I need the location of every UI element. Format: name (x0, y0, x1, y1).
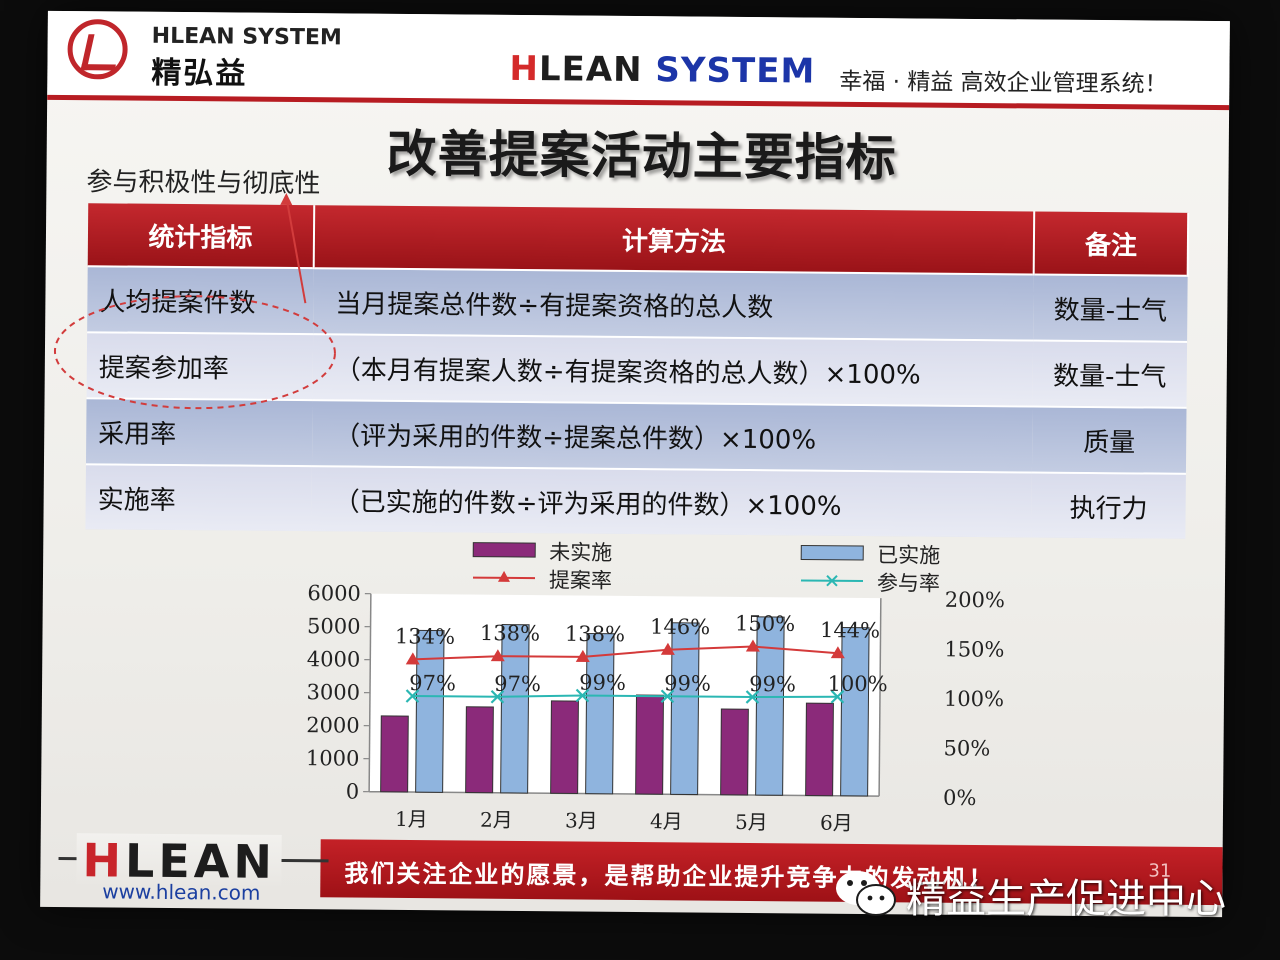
marker-提案率 (745, 639, 760, 652)
bar-未实施 (635, 694, 664, 795)
y-right-tick-label: 100% (944, 687, 1004, 712)
y-left-tick-label: 2000 (306, 713, 360, 737)
line-提案率 (412, 645, 838, 661)
y-axis-right (878, 598, 882, 797)
bar-已实施 (840, 627, 870, 797)
legend-marker-参与率 (826, 574, 838, 587)
marker-参与率 (405, 689, 420, 703)
y-left-tick-label: 5000 (307, 614, 361, 638)
bar-已实施 (500, 624, 530, 794)
line-参与率 (412, 694, 838, 699)
y-left-tick-label: 6000 (307, 581, 361, 605)
y-left-tick-label: 4000 (307, 647, 361, 671)
marker-参与率 (745, 690, 760, 704)
wechat-watermark: 精益生产促进中心 (834, 858, 1254, 928)
bar-未实施 (550, 700, 579, 795)
legend-swatch-已实施 (800, 544, 864, 561)
data-label-提案率: 138% (480, 621, 540, 646)
marker-提案率 (830, 646, 845, 659)
x-tick-label: 3月 (565, 808, 598, 832)
x-tick-label: 4月 (650, 809, 683, 833)
legend-label-参与率: 参与率 (877, 571, 940, 596)
bar-未实施 (720, 708, 749, 796)
data-label-参与率: 97% (494, 672, 541, 696)
legend-label-未实施: 未实施 (549, 540, 612, 565)
data-label-参与率: 99% (579, 671, 626, 695)
marker-提案率 (405, 652, 420, 665)
data-label-提案率: 146% (650, 615, 710, 640)
y-right-tick-label: 150% (944, 637, 1004, 662)
y-right-tick-label: 50% (943, 736, 990, 760)
bar-已实施 (670, 622, 700, 796)
data-label-提案率: 134% (395, 624, 455, 649)
bar-已实施 (415, 629, 445, 793)
x-tick-label: 1月 (395, 807, 428, 831)
y-right-tick-label: 200% (945, 588, 1005, 613)
data-label-提案率: 144% (820, 618, 880, 643)
data-label-参与率: 99% (749, 672, 796, 696)
x-tick-label: 2月 (480, 808, 513, 832)
data-label-提案率: 150% (735, 611, 795, 636)
legend-label-已实施: 已实施 (877, 543, 940, 568)
bar-未实施 (805, 702, 834, 797)
wechat-label: 精益生产促进中心 (906, 876, 1226, 922)
marker-提案率 (660, 642, 675, 655)
bar-已实施 (585, 633, 615, 795)
chart: 0 1000 2000 3000 4000 5000 6000 0% 50% 100% 150% 20… (306, 540, 1005, 835)
bar-未实施 (465, 706, 494, 794)
footer-url: www.hlean.com (102, 879, 261, 905)
legend-marker-提案率 (497, 570, 510, 582)
bar-未实施 (380, 715, 409, 793)
marker-参与率 (660, 689, 675, 704)
y-left-tick-label: 1000 (306, 746, 360, 770)
y-left-tick-label: 3000 (306, 680, 360, 704)
x-tick-label: 6月 (820, 811, 853, 835)
marker-参与率 (490, 689, 505, 704)
y-left-tick-label: 0 (346, 779, 360, 803)
x-tick-label: 5月 (735, 810, 768, 834)
marker-参与率 (575, 688, 590, 703)
data-label-参与率: 97% (409, 671, 456, 695)
marker-提案率 (575, 649, 590, 662)
data-label-参与率: 100% (827, 672, 887, 697)
marker-参与率 (830, 689, 845, 704)
legend-label-提案率: 提案率 (549, 568, 612, 593)
marker-提案率 (490, 649, 505, 662)
data-label-提案率: 138% (565, 622, 625, 647)
wechat-icon (836, 871, 896, 916)
y-right-tick-label: 0% (943, 786, 977, 810)
legend-swatch-未实施 (472, 542, 536, 558)
data-label-参与率: 99% (664, 671, 711, 695)
bar-已实施 (755, 616, 785, 796)
x-axis (369, 790, 880, 797)
slide: HLEAN SYSTEM 精弘益 HLEAN SYSTEM 幸福 · 精益 高效… (40, 10, 1230, 918)
